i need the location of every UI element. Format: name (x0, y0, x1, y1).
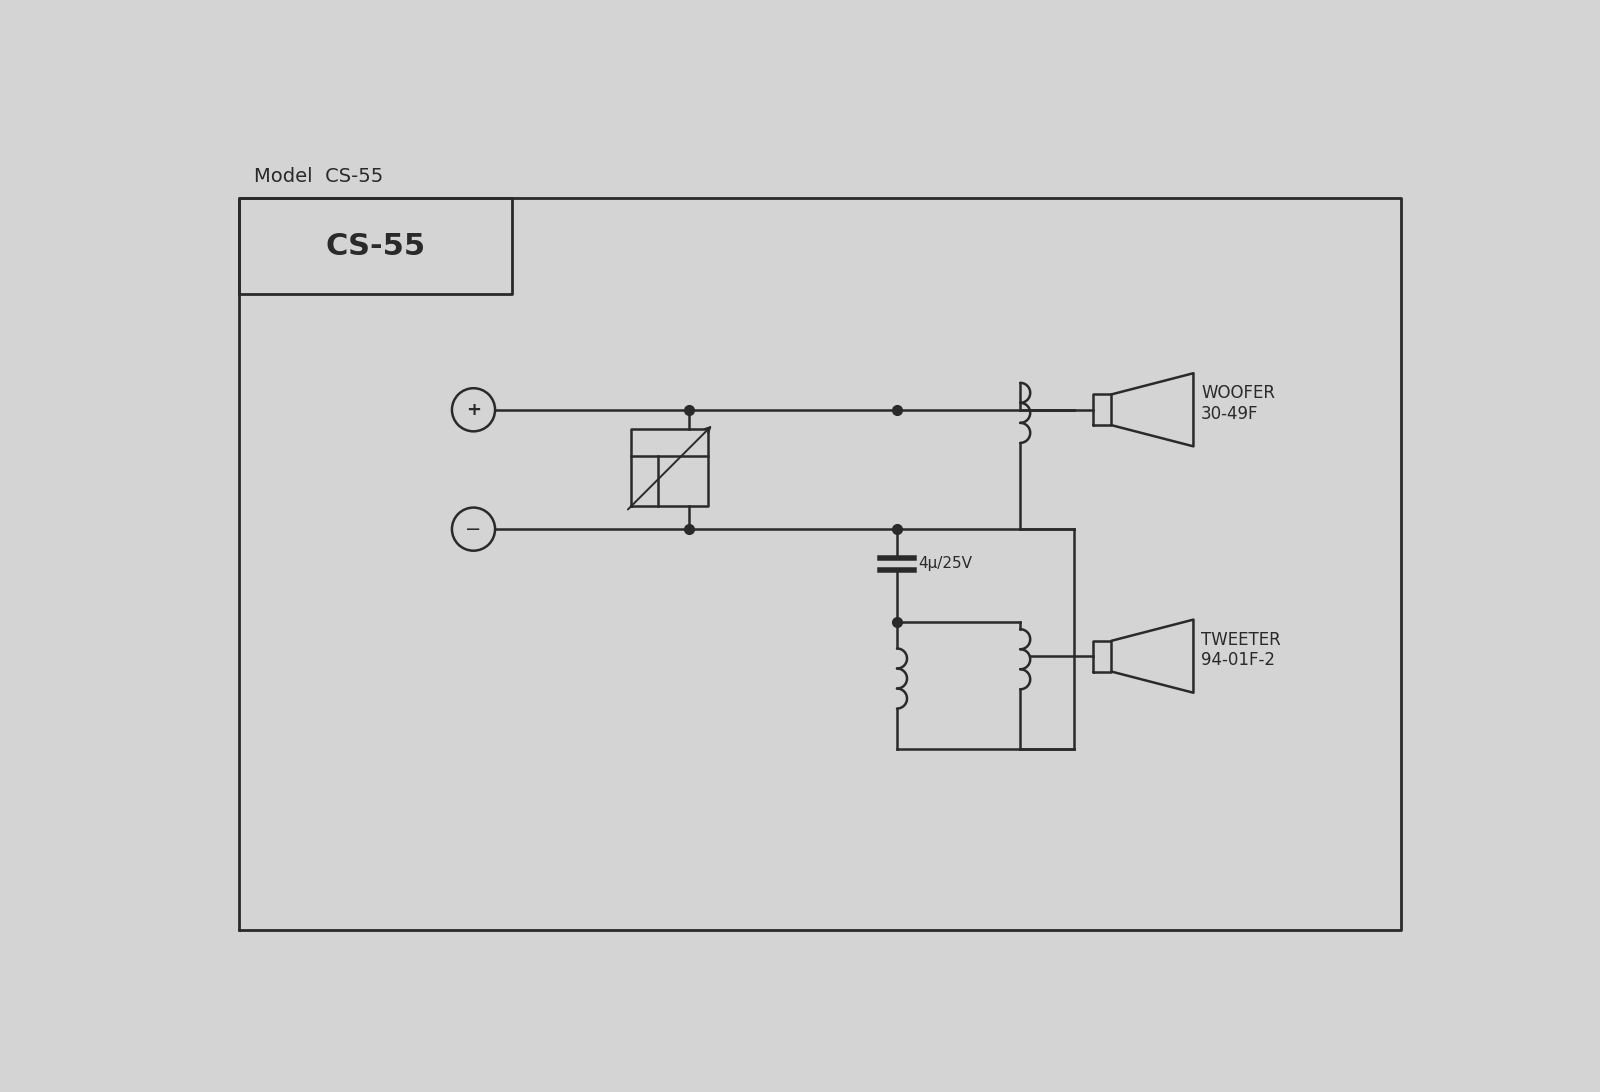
Text: +: + (466, 401, 482, 418)
Text: CS-55: CS-55 (325, 232, 426, 261)
Text: Model  CS-55: Model CS-55 (254, 167, 384, 187)
Circle shape (451, 389, 494, 431)
Circle shape (451, 508, 494, 550)
Text: TWEETER
94-01F-2: TWEETER 94-01F-2 (1202, 630, 1282, 669)
Text: 4μ/25V: 4μ/25V (918, 556, 973, 571)
Text: −: − (466, 520, 482, 538)
Text: WOOFER
30-49F: WOOFER 30-49F (1202, 384, 1275, 423)
